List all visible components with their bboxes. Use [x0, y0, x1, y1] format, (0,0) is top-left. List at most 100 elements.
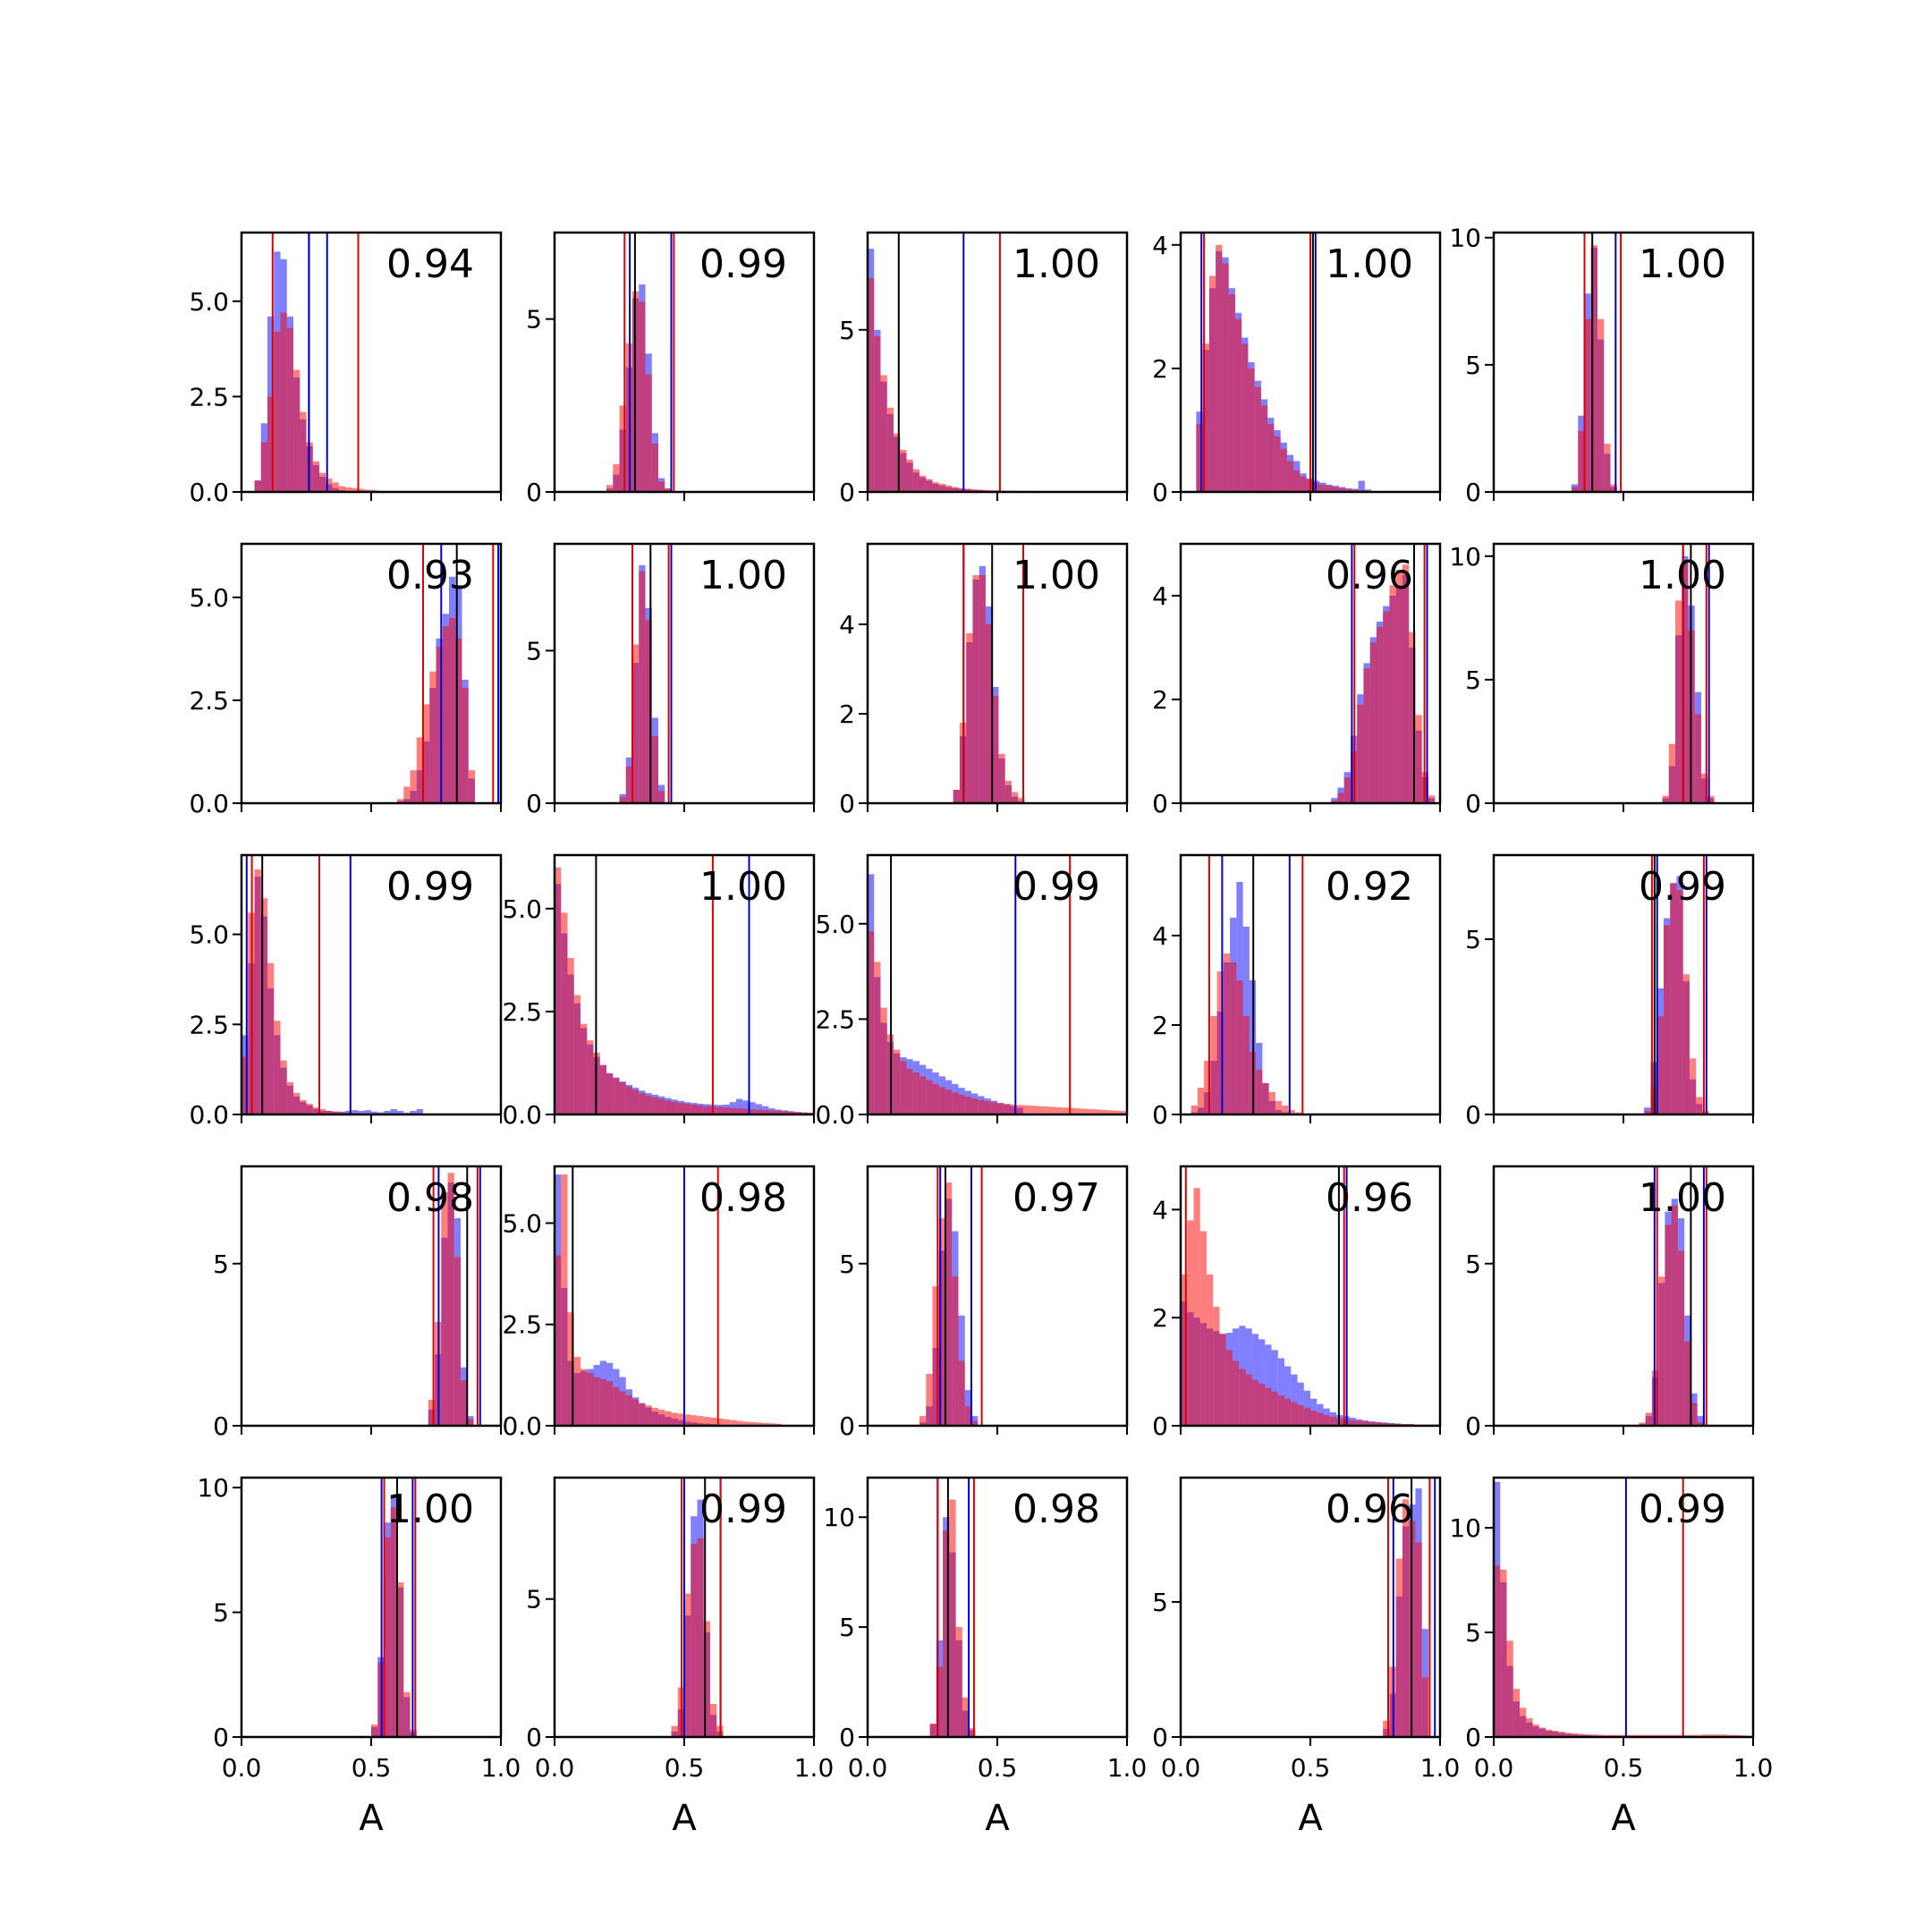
- red-bar: [1597, 1734, 1605, 1737]
- blue-bar: [1271, 1350, 1278, 1426]
- red-bar: [978, 489, 985, 492]
- red-bar: [1332, 487, 1339, 492]
- y-tick-label: 5: [526, 305, 542, 335]
- red-bar: [1310, 1411, 1318, 1426]
- y-tick-label: 0: [839, 1411, 855, 1441]
- red-bar: [1055, 1106, 1063, 1114]
- red-bar: [280, 312, 287, 492]
- y-tick-label: 0: [839, 1723, 855, 1752]
- red-bar: [1552, 1730, 1559, 1737]
- red-bar: [938, 483, 945, 492]
- red-histogram: [1331, 564, 1436, 803]
- correlation-label: 1.00: [699, 553, 787, 598]
- y-tick-label: 2: [1152, 685, 1168, 715]
- x-axis-label: A: [985, 1798, 1010, 1839]
- red-bar: [1520, 1707, 1527, 1737]
- y-tick-label: 0.0: [189, 1100, 229, 1130]
- red-bar: [274, 331, 281, 492]
- y-tick-label: 0: [839, 478, 855, 507]
- red-bar: [1671, 1205, 1678, 1426]
- red-bar: [900, 449, 907, 492]
- red-bar: [1230, 962, 1237, 1114]
- red-bar: [1094, 1109, 1101, 1114]
- red-bar: [919, 1416, 927, 1426]
- red-bar: [651, 735, 658, 803]
- red-bar: [1114, 1110, 1121, 1114]
- blue-bar: [410, 1110, 417, 1114]
- red-bar: [894, 433, 901, 492]
- red-bar: [1254, 386, 1261, 492]
- y-tick-label: 5.0: [502, 1208, 542, 1238]
- red-bar: [1701, 1734, 1708, 1737]
- correlation-label: 1.00: [699, 864, 787, 910]
- y-tick-label: 0: [1152, 1723, 1168, 1752]
- y-tick-label: 4: [1152, 581, 1168, 611]
- red-bar: [1225, 1350, 1233, 1426]
- red-bar: [868, 277, 875, 492]
- red-bar: [1023, 1105, 1030, 1114]
- x-axis-label: A: [359, 1798, 384, 1839]
- y-tick-label: 5: [526, 1585, 542, 1614]
- x-tick-label: 0.0: [1474, 1753, 1514, 1783]
- red-bar: [436, 647, 443, 803]
- panel-r3c5: 0.99 0 5: [1465, 853, 1755, 1130]
- red-bar: [1707, 1734, 1715, 1737]
- red-bar: [1355, 1420, 1362, 1426]
- red-bar: [677, 1103, 684, 1114]
- panel-r5c5: 0.99 0 5 10 0.0 0.5 1.0 A: [1449, 1476, 1773, 1839]
- red-bar: [1564, 1733, 1572, 1737]
- red-bar: [442, 626, 449, 803]
- red-bar: [1280, 448, 1287, 492]
- red-bar: [697, 1416, 704, 1426]
- red-bar: [952, 1092, 959, 1114]
- blue-bar: [384, 1110, 391, 1114]
- red-bar: [1120, 1111, 1127, 1114]
- red-bar: [254, 480, 261, 492]
- red-histogram: [619, 571, 665, 803]
- red-bar: [293, 1092, 301, 1114]
- red-bar: [1271, 1391, 1278, 1426]
- red-bar: [926, 479, 933, 492]
- y-tick-label: 5: [213, 1250, 229, 1279]
- red-bar: [462, 688, 469, 803]
- red-bar: [573, 995, 580, 1114]
- red-bar: [1720, 1734, 1727, 1737]
- red-bar: [645, 620, 652, 803]
- red-bar: [1081, 1108, 1089, 1114]
- red-bar: [1383, 611, 1390, 803]
- red-bar: [293, 369, 301, 492]
- red-bar: [716, 1106, 724, 1114]
- red-bar: [1684, 1341, 1691, 1426]
- y-tick-label: 5.0: [189, 920, 229, 950]
- red-bar: [441, 1192, 448, 1426]
- red-bar: [1415, 715, 1422, 803]
- correlation-label: 0.98: [699, 1175, 787, 1221]
- red-bar: [1644, 1111, 1651, 1114]
- panel-r5c1: 1.00 0 5 10 0.0 0.5 1.0 A: [197, 1473, 521, 1839]
- red-bar: [1657, 1016, 1664, 1114]
- red-bar: [332, 1111, 339, 1114]
- y-tick-label: 0: [526, 1723, 542, 1752]
- red-bar: [1402, 1499, 1410, 1737]
- red-bar: [1402, 564, 1410, 803]
- red-bar: [1376, 626, 1384, 803]
- red-bar: [1352, 489, 1359, 492]
- red-bar: [1610, 484, 1617, 492]
- correlation-label: 0.99: [386, 864, 474, 910]
- red-bar: [1202, 343, 1209, 492]
- red-bar: [651, 1097, 658, 1114]
- red-bar: [358, 488, 365, 492]
- red-bar: [1297, 1405, 1304, 1426]
- y-tick-label: 5: [839, 316, 855, 345]
- red-bar: [926, 1374, 933, 1426]
- red-bar: [926, 1080, 933, 1114]
- panel-background: [1494, 855, 1753, 1114]
- blue-bar: [1358, 480, 1365, 492]
- blue-bar: [371, 1111, 378, 1114]
- red-bar: [964, 1406, 971, 1426]
- red-bar: [794, 1112, 801, 1114]
- red-bar: [1677, 1250, 1685, 1426]
- blue-bar: [364, 1110, 371, 1114]
- red-bar: [1234, 318, 1242, 492]
- red-bar: [1245, 1374, 1252, 1426]
